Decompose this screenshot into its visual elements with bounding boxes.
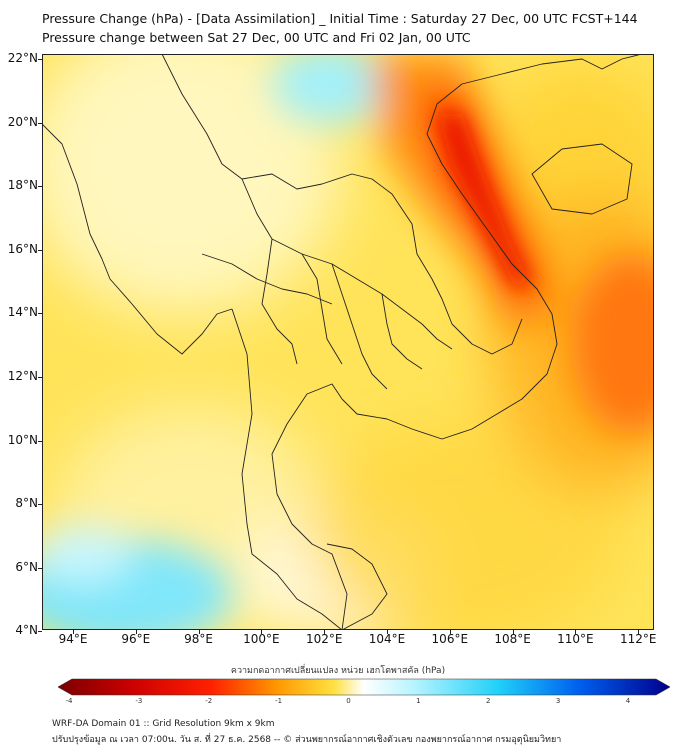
- lon-tick: [387, 630, 388, 634]
- footer-line-2: ปรับปรุงข้อมูล ณ เวลา 07:00น. วัน ส. ที่…: [52, 735, 562, 745]
- title-line-2: Pressure change between Sat 27 Dec, 00 U…: [42, 30, 471, 45]
- pressure-field: [42, 54, 654, 630]
- lon-tick: [73, 630, 74, 634]
- lon-label: 98°E: [184, 632, 214, 646]
- lat-tick: [38, 567, 42, 569]
- colorbar-tick-label: 2: [486, 697, 491, 705]
- lon-label: 104°E: [368, 632, 406, 646]
- lon-label: 96°E: [121, 632, 151, 646]
- lat-label: 6°N: [15, 559, 38, 574]
- title-line-1: Pressure Change (hPa) - [Data Assimilati…: [42, 11, 638, 26]
- lon-tick: [135, 630, 137, 634]
- lon-tick: [198, 630, 200, 634]
- lon-tick: [261, 630, 263, 634]
- colorbar-tick-label: -4: [65, 697, 73, 705]
- lon-tick: [324, 630, 326, 634]
- lat-label: 8°N: [15, 496, 38, 511]
- lon-label: 102°E: [305, 632, 343, 646]
- colorbar-gradient: [58, 678, 670, 696]
- lon-tick: [575, 630, 577, 634]
- lat-tick: [38, 186, 42, 188]
- lat-label: 22°N: [7, 51, 38, 65]
- lon-label: 100°E: [243, 632, 280, 646]
- lon-tick: [512, 630, 514, 634]
- lat-label: 12°N: [7, 369, 38, 383]
- lat-tick: [38, 440, 42, 442]
- colorbar-tick-label: 4: [625, 697, 631, 705]
- lat-tick: [38, 122, 42, 124]
- lon-label: 112°E: [619, 632, 657, 646]
- colorbar-tick-label: -2: [205, 697, 213, 705]
- lat-tick: [38, 504, 42, 506]
- colorbar-title: ความกดอากาศเปลี่ยนแปลง หน่วย เฮกโตพาสคัล…: [230, 666, 446, 676]
- pressure-change-map: [42, 54, 654, 630]
- colorbar-tick-label: -3: [135, 697, 143, 705]
- lat-tick: [38, 249, 42, 251]
- colorbar-tick-label: -1: [275, 697, 283, 705]
- footer-line-1: WRF-DA Domain 01 :: Grid Resolution 9km …: [52, 719, 275, 729]
- lon-tick: [638, 630, 640, 634]
- lat-label: 14°N: [7, 305, 38, 320]
- coastline-boundaries: [42, 54, 643, 630]
- lat-tick: [38, 631, 42, 633]
- lat-label: 4°N: [15, 623, 38, 638]
- lon-tick: [449, 630, 451, 634]
- lat-label: 20°N: [7, 114, 38, 129]
- lon-label: 108°E: [494, 632, 531, 646]
- lat-tick: [38, 377, 42, 378]
- lat-tick: [38, 59, 42, 60]
- lat-label: 10°N: [7, 432, 38, 447]
- colorbar-tick-label: 3: [555, 697, 561, 705]
- colorbar-tick-label: 1: [416, 697, 421, 705]
- lon-label: 94°E: [58, 632, 88, 646]
- colorbar-tick-label: 0: [346, 697, 351, 705]
- lon-label: 110°E: [557, 632, 594, 646]
- lat-label: 18°N: [7, 178, 38, 193]
- colorbar: [58, 678, 670, 696]
- lat-label: 16°N: [7, 241, 38, 256]
- lat-tick: [38, 313, 42, 315]
- lon-label: 106°E: [431, 632, 469, 646]
